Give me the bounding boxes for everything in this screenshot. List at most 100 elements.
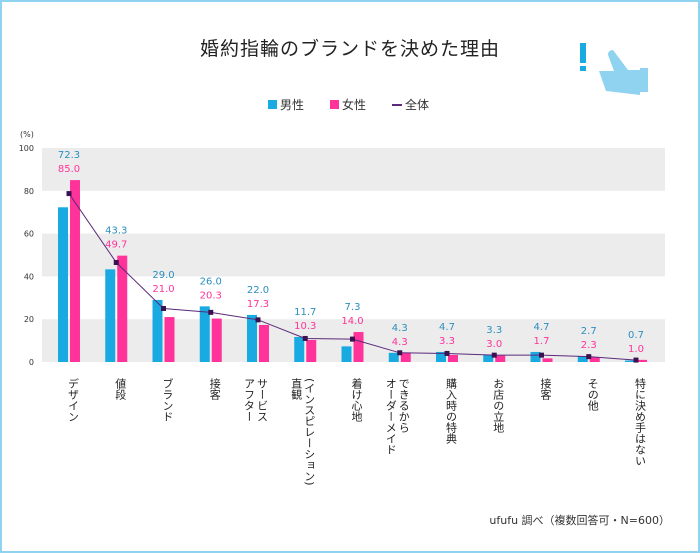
data-label-male: 22.0: [247, 285, 269, 296]
bar-male: [152, 299, 163, 362]
point-total: [491, 352, 497, 358]
bar-female: [400, 352, 411, 362]
data-label-female: 20.3: [200, 290, 222, 301]
legend-swatch-male: [268, 100, 277, 109]
bar-female: [306, 339, 317, 362]
bar-male: [247, 314, 257, 362]
x-tick-label: 着け心地: [350, 377, 363, 422]
legend-total: 全体: [392, 96, 429, 113]
legend-label-female: 女性: [342, 98, 367, 112]
chart-title: 婚約指輪のブランドを決めた理由: [199, 38, 500, 60]
bar-male: [294, 336, 305, 362]
point-total: [397, 350, 403, 356]
bar-male: [199, 306, 210, 362]
point-total: [66, 191, 72, 197]
x-tick-label: アフター: [243, 378, 256, 422]
point-total: [255, 317, 261, 323]
bar-female: [70, 180, 80, 362]
bar-female: [448, 354, 458, 362]
data-label-female: 3.3: [439, 336, 455, 347]
data-label-male: 7.3: [345, 302, 361, 313]
bar-male: [388, 352, 399, 362]
data-label-female: 85.0: [58, 164, 80, 175]
data-label-female: 17.3: [247, 299, 269, 310]
y-unit: (%): [20, 130, 34, 139]
y-tick-label: 40: [24, 272, 34, 281]
bar-female: [542, 358, 553, 362]
data-label-male: 3.3: [486, 325, 502, 336]
legend-swatch-female: [330, 100, 340, 109]
data-label-male: 26.0: [200, 276, 222, 287]
bar-male: [483, 354, 494, 362]
data-label-male: 4.3: [392, 323, 408, 334]
legend: 男性 女性 全体: [268, 96, 429, 113]
x-tick-label: 購入時の特典: [445, 377, 458, 445]
legend-label-male: 男性: [280, 98, 305, 112]
legend-male: 男性: [268, 96, 304, 113]
data-label-female: 49.7: [105, 240, 127, 251]
bar-male: [58, 207, 68, 362]
bar-male: [625, 360, 635, 362]
x-tick-label: お店の立地: [492, 378, 505, 433]
x-tick-label: サービス: [256, 378, 269, 422]
bar-female: [164, 317, 175, 362]
legend-label-total: 全体: [405, 98, 430, 112]
x-tick-label: 特に決め手はない: [634, 377, 647, 466]
data-label-female: 4.3: [392, 337, 408, 348]
bar-male: [436, 351, 446, 362]
data-label-female: 3.0: [486, 339, 502, 350]
point-total: [113, 259, 119, 265]
y-tick-label: 80: [24, 187, 34, 196]
bar-female: [589, 357, 600, 362]
bar-male: [577, 356, 588, 362]
x-tick-label: 接客: [208, 378, 221, 401]
data-label-male: 4.7: [439, 322, 455, 333]
x-tick-label: 直観: [290, 377, 303, 400]
x-tick-label: デザイン: [67, 377, 80, 422]
x-tick-label: (インスピレーション): [303, 378, 316, 486]
y-tick-label: 20: [24, 315, 34, 324]
data-label-male: 43.3: [105, 226, 127, 237]
x-tick-label: 接客: [539, 378, 552, 401]
data-label-female: 10.3: [294, 321, 316, 332]
point-total: [444, 350, 450, 356]
point-total: [586, 354, 592, 360]
data-label-male: 72.3: [58, 150, 80, 161]
data-label-female: 2.3: [581, 340, 597, 351]
data-label-male: 0.7: [628, 330, 644, 341]
x-tick-label: オーダーメイド: [384, 378, 397, 455]
bar-female: [211, 318, 222, 362]
x-tick-label: できるから: [397, 378, 410, 433]
y-tick-label: 60: [24, 230, 34, 239]
point-total: [350, 336, 355, 342]
bar-female: [117, 255, 128, 362]
data-label-male: 2.7: [581, 326, 597, 337]
data-label-female: 21.0: [152, 284, 174, 295]
x-tick-label: その他: [586, 378, 599, 411]
source-note: ufufu 調べ（複数回答可・N=600）: [489, 514, 670, 527]
bar-male: [530, 351, 541, 362]
y-tick-label: 0: [29, 358, 34, 367]
bar-female: [637, 359, 647, 362]
point-total: [208, 309, 214, 315]
legend-line-total: [392, 103, 403, 106]
grid-band: [42, 233, 665, 277]
x-tick-label: ブランド: [161, 377, 174, 422]
bar-female: [495, 355, 506, 362]
bar-male: [341, 346, 352, 362]
data-label-male: 29.0: [152, 270, 174, 281]
data-label-male: 11.7: [294, 307, 316, 318]
point-total: [161, 306, 166, 311]
data-label-male: 4.7: [534, 322, 550, 333]
data-label-female: 14.0: [341, 316, 363, 327]
x-tick-label: 値段: [114, 378, 127, 401]
data-label-female: 1.0: [628, 344, 644, 355]
legend-female: 女性: [330, 96, 366, 113]
bar-male: [105, 269, 116, 362]
point-total: [633, 357, 639, 363]
point-total: [539, 352, 544, 358]
y-tick-label: 100: [19, 144, 34, 153]
grid-band: [42, 148, 665, 191]
